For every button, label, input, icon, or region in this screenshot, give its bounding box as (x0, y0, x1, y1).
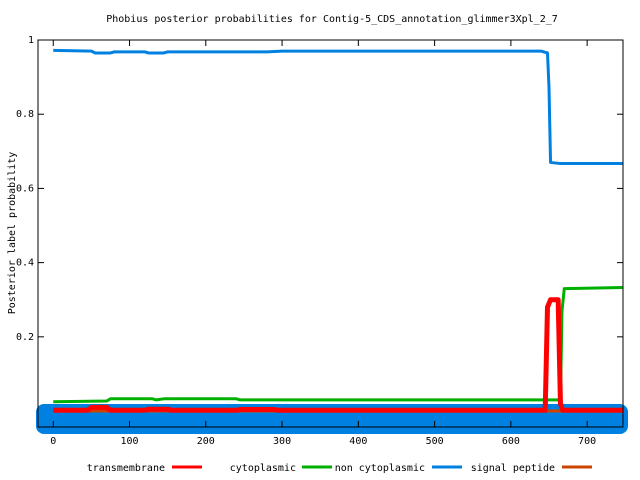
y-tick-label: 0.8 (16, 109, 34, 120)
legend-label: signal peptide (471, 463, 555, 474)
series-line (53, 285, 624, 404)
legend-label: non cytoplasmic (335, 463, 425, 474)
y-tick-label: 0.2 (16, 332, 34, 343)
legend-label: transmembrane (87, 463, 165, 474)
x-tick-label: 700 (578, 436, 596, 447)
x-tick-label: 500 (426, 436, 444, 447)
y-tick-label: 1 (28, 35, 34, 46)
y-tick-label: 0.6 (16, 183, 34, 194)
series-line (53, 48, 623, 166)
y-axis-label: Posterior label probability (7, 152, 18, 315)
chart-title: Phobius posterior probabilities for Cont… (106, 14, 558, 25)
x-tick-label: 300 (273, 436, 291, 447)
y-tick-label: 0.4 (16, 258, 34, 269)
legend-label: cytoplasmic (230, 463, 296, 474)
x-tick-label: 400 (349, 436, 367, 447)
plot-frame (37, 39, 624, 428)
x-tick-label: 600 (502, 436, 520, 447)
x-tick-label: 0 (50, 436, 56, 447)
x-tick-label: 200 (197, 436, 215, 447)
series-line (53, 297, 623, 413)
x-tick-label: 100 (120, 436, 138, 447)
